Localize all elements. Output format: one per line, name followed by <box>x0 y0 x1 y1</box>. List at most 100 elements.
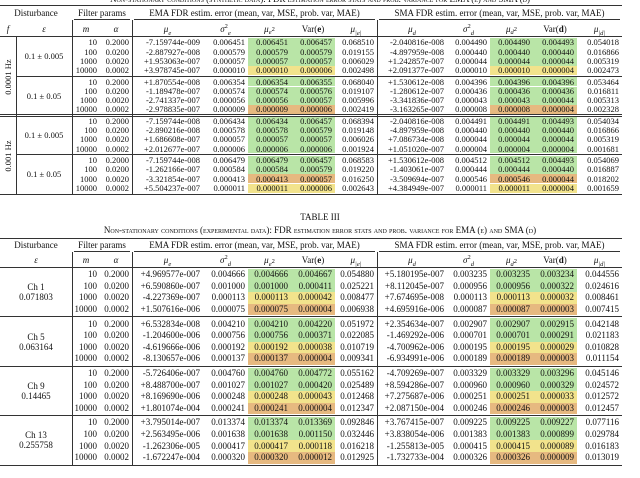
cell: 1000 <box>79 292 97 303</box>
symbol: μ <box>505 23 511 34</box>
subscript: |e| <box>355 29 362 37</box>
superscript: 2 <box>224 254 228 261</box>
cell: 10000 <box>74 353 98 364</box>
cell: 0.068510 <box>342 37 374 48</box>
highlight-cell: 0.000006 <box>291 104 335 115</box>
frequency-label: 0.001 Hz <box>3 140 13 172</box>
column-header: μe <box>132 20 203 37</box>
cell: +2.087150e-004 <box>384 402 444 413</box>
highlight-cell: 0.000008 <box>490 104 533 115</box>
cell: 100 <box>84 164 97 175</box>
cell: +1.686608e-007 <box>143 134 200 145</box>
symbol: μ <box>163 255 169 265</box>
symbol: μ <box>163 23 169 34</box>
cell: 0.000043 <box>455 95 487 106</box>
epsilon: 0.1 ± 0.05 <box>26 90 62 101</box>
column-header: m <box>72 20 100 37</box>
cell: 0.0002 <box>104 353 129 364</box>
cell: 0.000251 <box>453 391 487 402</box>
column-header: Var(d) <box>533 252 577 268</box>
column-header: μ|d| <box>577 20 622 37</box>
cell: 0.0002 <box>105 182 129 193</box>
cell: -2.741337e-007 <box>145 95 200 106</box>
header-text: μd2 <box>505 255 517 268</box>
cell: +8.488700e-007 <box>140 379 200 390</box>
rule <box>379 251 620 252</box>
highlight-cell: 0.000042 <box>291 292 335 304</box>
column-header: μe2 <box>248 252 291 268</box>
cell: 0.016887 <box>587 164 619 175</box>
highlight-cell: 0.004666 <box>248 269 291 281</box>
cell: -3.321854e-007 <box>145 173 200 184</box>
cell: 0.009341 <box>340 353 374 364</box>
highlight-cell: 0.000291 <box>533 330 577 342</box>
symbol: α <box>113 255 119 265</box>
cell: 100 <box>84 46 97 57</box>
group-label: Ch 1 0.071803 <box>0 269 72 315</box>
cell: 0.006026 <box>342 134 374 145</box>
cell: 0.002907 <box>453 318 487 329</box>
column-header: m <box>72 252 100 268</box>
header-text: μe <box>163 255 171 268</box>
column-header: μ|d| <box>577 252 622 268</box>
highlight-cell: 0.003296 <box>533 367 577 380</box>
cell: 0.024616 <box>585 280 619 291</box>
cell: 0.0020 <box>104 391 129 402</box>
cell: 10000 <box>74 452 98 463</box>
cell: -2.890216e-008 <box>145 125 200 136</box>
highlight-cell: 0.003329 <box>490 367 533 380</box>
header-text: μe2 <box>264 255 275 268</box>
column-rule <box>72 252 73 466</box>
channel: Ch 1 <box>27 282 45 293</box>
header-group: SMA FDR estim. error (mean, var, MSE, pr… <box>394 240 605 250</box>
cell: 0.004491 <box>455 115 487 126</box>
cell: +3.767415e-007 <box>384 417 444 428</box>
highlight-cell: 0.000003 <box>533 402 577 415</box>
symbol: μ <box>350 23 356 34</box>
highlight-cell: 0.006479 <box>248 155 291 166</box>
cell: -4.619666e-006 <box>142 341 200 352</box>
highlight-cell: 0.000579 <box>291 125 335 135</box>
cell: 0.0002 <box>104 304 129 315</box>
highlight-cell: 0.003235 <box>490 269 533 281</box>
highlight-cell: 0.000329 <box>533 379 577 391</box>
cell: 0.000248 <box>211 391 245 402</box>
superscript: 2 <box>271 26 275 34</box>
cell: 0.000584 <box>213 164 245 175</box>
header-text: μ|d| <box>594 24 605 37</box>
symbol: μ <box>505 255 511 265</box>
epsilon: 0.14465 <box>21 390 51 401</box>
cell: 0.005996 <box>342 95 374 106</box>
highlight-cell: 0.000899 <box>533 428 577 441</box>
symbol: ) <box>321 255 325 265</box>
highlight-cell: 0.000043 <box>291 391 335 403</box>
highlight-cell: 0.000006 <box>291 65 335 75</box>
rule <box>0 238 622 239</box>
highlight-cell: 0.004220 <box>291 318 335 330</box>
cell: 0.000189 <box>453 353 487 364</box>
cell: 10000 <box>75 143 97 154</box>
bold-symbol: d <box>558 255 564 265</box>
table-label: TABLE III <box>300 212 340 222</box>
cell: -4.227369e-007 <box>142 292 200 303</box>
cell: -1.262166e-007 <box>145 164 200 175</box>
group-label: Ch 9 0.14465 <box>0 368 72 414</box>
cell: 0.054880 <box>340 269 374 280</box>
highlight-cell: 0.004667 <box>291 269 335 281</box>
cell: 10 <box>88 368 97 379</box>
bold-symbol: d <box>558 23 564 34</box>
symbol: Var( <box>543 23 559 34</box>
cell: +1.507616e-006 <box>140 304 200 315</box>
rule <box>0 365 622 367</box>
highlight-cell: 0.004493 <box>533 38 577 48</box>
header-group: EMA FDR estim. error (mean, var, MSE, pr… <box>149 240 360 250</box>
highlight-cell: 0.000032 <box>533 292 577 304</box>
cell: -4.709269e-007 <box>386 368 444 379</box>
symbol: σ <box>463 23 468 34</box>
symbol: Var( <box>301 255 318 265</box>
cell: 0.001924 <box>342 143 374 154</box>
highlight-cell: 0.000004 <box>533 104 577 115</box>
highlight-cell: 0.000004 <box>533 65 577 75</box>
cell: +7.674695e-008 <box>384 292 444 303</box>
cell: 0.002643 <box>342 182 374 193</box>
